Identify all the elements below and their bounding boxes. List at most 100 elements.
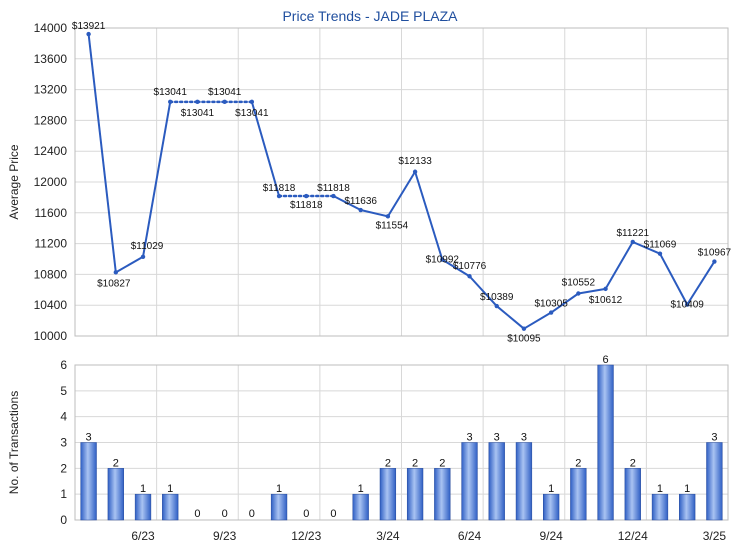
transaction-count-label: 2 — [630, 457, 636, 469]
transaction-count-label: 2 — [412, 457, 418, 469]
price-point — [521, 326, 527, 331]
price-data-label: $11069 — [644, 240, 677, 251]
transactions-y-tick: 6 — [60, 358, 67, 372]
transactions-y-tick: 0 — [60, 513, 67, 527]
transaction-count-label: 1 — [167, 483, 173, 495]
x-axis-tick-label: 6/24 — [458, 529, 482, 543]
price-data-label: $10827 — [97, 278, 131, 289]
price-series-line — [86, 31, 717, 331]
price-y-tick: 13200 — [34, 83, 68, 97]
transaction-count-label: 3 — [494, 432, 500, 444]
transaction-bar — [162, 493, 179, 521]
price-point — [412, 169, 418, 174]
price-data-label: $10992 — [426, 255, 460, 266]
price-point — [304, 193, 309, 199]
price-line-segment — [360, 209, 389, 218]
transaction-bar — [107, 468, 124, 521]
price-point — [494, 303, 499, 309]
price-point — [657, 251, 663, 256]
price-y-tick: 10400 — [34, 298, 68, 312]
price-y-tick: 11600 — [35, 206, 68, 220]
transaction-count-label: 6 — [603, 354, 609, 366]
price-point — [576, 291, 581, 296]
price-line-segment — [604, 241, 634, 290]
price-line-segment — [142, 101, 172, 257]
transactions-y-tick: 3 — [60, 436, 67, 450]
price-y-tick: 12400 — [34, 144, 68, 158]
transaction-count-label: 1 — [358, 483, 364, 495]
price-point — [630, 239, 635, 245]
transaction-bar — [270, 493, 288, 521]
transaction-bar — [543, 493, 560, 521]
price-line-segment — [333, 195, 362, 211]
transaction-bar — [679, 493, 696, 521]
price-line-segment — [87, 33, 117, 273]
transaction-count-label: 2 — [385, 457, 391, 469]
price-data-label: $10095 — [507, 334, 541, 345]
price-data-label: $12133 — [398, 156, 432, 167]
x-axis-tick-label: 3/24 — [376, 529, 400, 543]
price-line-segment — [387, 171, 416, 217]
price-point — [603, 286, 608, 292]
price-line-segment — [550, 292, 579, 314]
transaction-bar — [406, 468, 424, 521]
x-axis-tick-label: 12/24 — [618, 529, 648, 543]
transaction-bar — [515, 442, 533, 521]
transaction-bar — [80, 442, 97, 521]
price-point — [86, 31, 91, 37]
transactions-plot-frame — [74, 364, 729, 521]
price-point — [195, 99, 200, 105]
price-point — [222, 99, 227, 105]
price-data-label: $11818 — [317, 183, 350, 194]
price-line-segment — [414, 171, 444, 260]
transaction-count-label: 0 — [303, 508, 309, 520]
price-data-label: $10612 — [589, 295, 623, 306]
price-data-label: $10305 — [534, 299, 568, 310]
transaction-bar — [488, 442, 505, 521]
price-data-label: $10389 — [480, 292, 514, 303]
transaction-count-label: 3 — [86, 432, 92, 444]
price-line-segment — [578, 287, 606, 295]
price-point — [684, 302, 690, 307]
transaction-bar — [461, 442, 478, 521]
price-y-axis-label: Average Price — [7, 144, 21, 219]
price-point — [331, 193, 336, 199]
price-line-segment — [632, 241, 661, 255]
price-data-label: $11554 — [376, 220, 409, 231]
price-gridlines — [74, 27, 729, 337]
price-line-segment — [115, 255, 144, 274]
price-line-segment — [468, 275, 498, 307]
price-data-label: $11818 — [290, 200, 323, 211]
transaction-count-label: 3 — [466, 432, 472, 444]
transaction-count-label: 0 — [222, 508, 228, 520]
transaction-count-label: 1 — [657, 483, 663, 495]
price-data-label: $10552 — [562, 277, 596, 288]
transaction-count-label: 1 — [276, 483, 282, 495]
x-axis-tick-label: 9/24 — [539, 529, 563, 543]
price-line-segment — [686, 261, 716, 306]
price-point — [113, 270, 119, 275]
price-data-label: $13041 — [181, 108, 215, 119]
price-y-tick: 10800 — [34, 267, 68, 281]
transaction-count-label: 0 — [194, 508, 200, 520]
price-point — [168, 99, 173, 105]
transactions-y-tick: 2 — [60, 461, 67, 475]
price-plot-frame — [74, 27, 729, 337]
transaction-bar — [379, 468, 397, 521]
price-point — [385, 214, 391, 219]
price-point — [548, 310, 554, 315]
transaction-bar — [651, 493, 669, 521]
transaction-bar — [624, 468, 641, 521]
price-data-label: $11029 — [131, 241, 164, 252]
transaction-count-label: 2 — [439, 457, 445, 469]
price-data-label: $11636 — [344, 196, 377, 207]
transaction-count-label: 1 — [548, 483, 554, 495]
price-point — [140, 254, 146, 259]
transaction-bar — [352, 493, 369, 521]
price-data-label: $13041 — [235, 108, 269, 119]
x-axis-tick-label: 6/23 — [131, 529, 155, 543]
transaction-count-label: 0 — [330, 508, 336, 520]
transactions-y-tick: 1 — [60, 487, 67, 501]
